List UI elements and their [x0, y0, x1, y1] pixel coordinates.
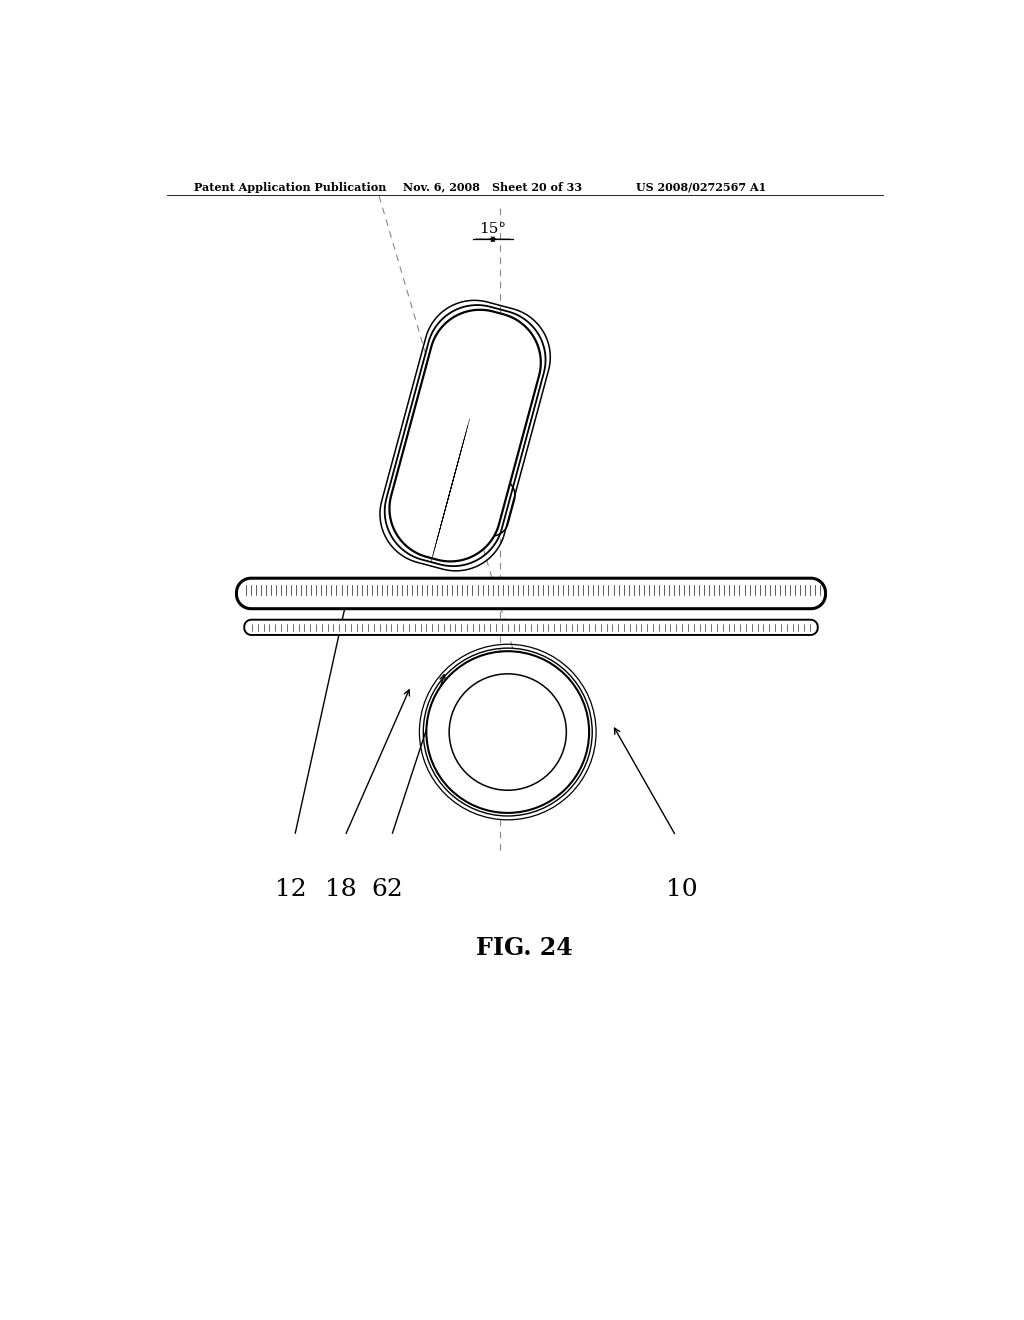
Polygon shape	[245, 619, 818, 635]
Text: US 2008/0272567 A1: US 2008/0272567 A1	[636, 182, 766, 193]
Text: Patent Application Publication: Patent Application Publication	[194, 182, 386, 193]
Polygon shape	[389, 310, 541, 561]
Text: Nov. 6, 2008: Nov. 6, 2008	[403, 182, 480, 193]
Circle shape	[426, 651, 589, 813]
Polygon shape	[237, 578, 825, 609]
Circle shape	[450, 673, 566, 791]
Text: 62: 62	[372, 878, 403, 902]
Text: 15°: 15°	[479, 222, 507, 236]
Polygon shape	[466, 477, 515, 536]
Text: 12: 12	[274, 878, 306, 902]
Text: 10: 10	[667, 878, 698, 902]
Text: FIG. 24: FIG. 24	[476, 936, 573, 960]
Text: 18: 18	[326, 878, 357, 902]
Text: Sheet 20 of 33: Sheet 20 of 33	[493, 182, 583, 193]
